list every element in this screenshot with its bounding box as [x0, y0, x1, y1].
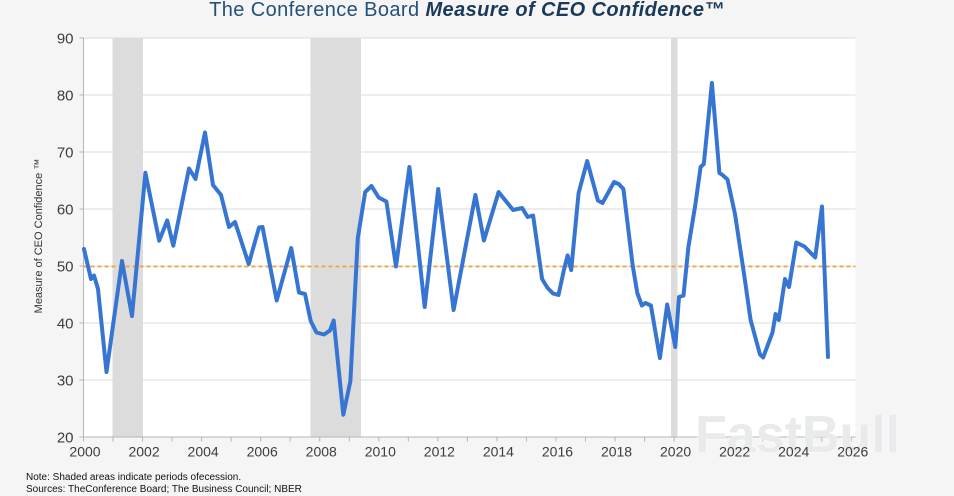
svg-text:70: 70 [57, 145, 74, 162]
svg-text:2026: 2026 [837, 444, 868, 460]
svg-text:2018: 2018 [601, 444, 632, 460]
svg-text:20: 20 [57, 430, 74, 447]
svg-text:90: 90 [57, 31, 74, 48]
svg-text:2012: 2012 [424, 444, 455, 460]
svg-text:2004: 2004 [188, 444, 219, 460]
svg-text:2008: 2008 [306, 444, 337, 460]
svg-text:50: 50 [57, 259, 74, 276]
svg-text:2024: 2024 [778, 444, 809, 460]
svg-text:30: 30 [57, 373, 74, 390]
svg-text:2016: 2016 [542, 444, 573, 460]
svg-text:2002: 2002 [128, 444, 159, 460]
svg-text:40: 40 [57, 316, 74, 333]
svg-text:2010: 2010 [365, 444, 396, 460]
svg-text:2022: 2022 [719, 444, 750, 460]
svg-text:2020: 2020 [660, 444, 691, 460]
svg-text:2014: 2014 [483, 444, 514, 460]
svg-text:80: 80 [57, 88, 74, 105]
svg-text:2006: 2006 [247, 444, 278, 460]
svg-text:2000: 2000 [69, 444, 100, 460]
svg-text:60: 60 [57, 202, 74, 219]
